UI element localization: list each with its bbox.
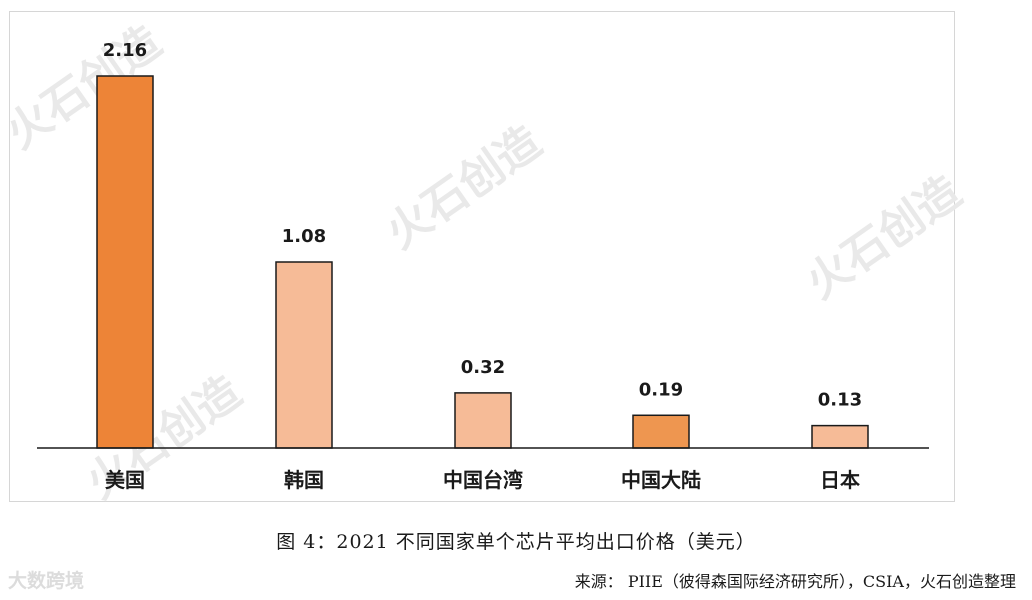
source-note: 来源： PIIE（彼得森国际经济研究所），CSIA，火石创造整理 <box>574 572 1016 591</box>
bar-0 <box>96 75 154 449</box>
bar-3 <box>632 414 690 449</box>
figure-caption: 图 4：2021 不同国家单个芯片平均出口价格（美元） <box>276 531 756 553</box>
category-label-0: 美国 <box>105 468 145 492</box>
corner-watermark: 大数跨境 <box>8 570 85 592</box>
value-label-0: 2.16 <box>103 40 147 61</box>
category-label-1: 韩国 <box>284 468 324 492</box>
value-label-1: 1.08 <box>282 226 326 247</box>
bar-4 <box>811 424 869 449</box>
watermark-text: 火石创造 <box>377 116 550 259</box>
category-label-3: 中国大陆 <box>621 468 701 492</box>
category-label-2: 中国台湾 <box>443 468 523 492</box>
bar-2 <box>454 392 512 449</box>
bars-layer: 2.16 美国 1.08 韩国 0.32 中国台湾 0.19 中国大陆 0.13 日本 <box>96 40 869 492</box>
bar-1 <box>275 261 333 449</box>
value-label-2: 0.32 <box>461 357 505 378</box>
watermark-text: 火石创造 <box>797 166 970 309</box>
category-label-4: 日本 <box>820 468 860 492</box>
value-label-3: 0.19 <box>639 379 683 400</box>
value-label-4: 0.13 <box>818 390 862 411</box>
